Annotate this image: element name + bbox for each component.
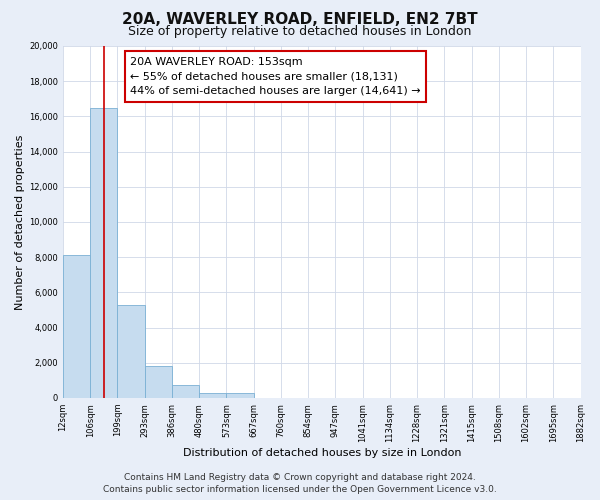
Text: Size of property relative to detached houses in London: Size of property relative to detached ho… [128,25,472,38]
X-axis label: Distribution of detached houses by size in London: Distribution of detached houses by size … [182,448,461,458]
Y-axis label: Number of detached properties: Number of detached properties [15,134,25,310]
Text: 20A, WAVERLEY ROAD, ENFIELD, EN2 7BT: 20A, WAVERLEY ROAD, ENFIELD, EN2 7BT [122,12,478,28]
Bar [145,366,172,398]
Text: Contains HM Land Registry data © Crown copyright and database right 2024.
Contai: Contains HM Land Registry data © Crown c… [103,472,497,494]
Bar [90,108,118,398]
Bar [172,385,199,398]
Text: 20A WAVERLEY ROAD: 153sqm
← 55% of detached houses are smaller (18,131)
44% of s: 20A WAVERLEY ROAD: 153sqm ← 55% of detac… [130,56,421,96]
Bar [199,392,226,398]
Bar [226,392,254,398]
Bar [63,256,90,398]
Bar [118,304,145,398]
